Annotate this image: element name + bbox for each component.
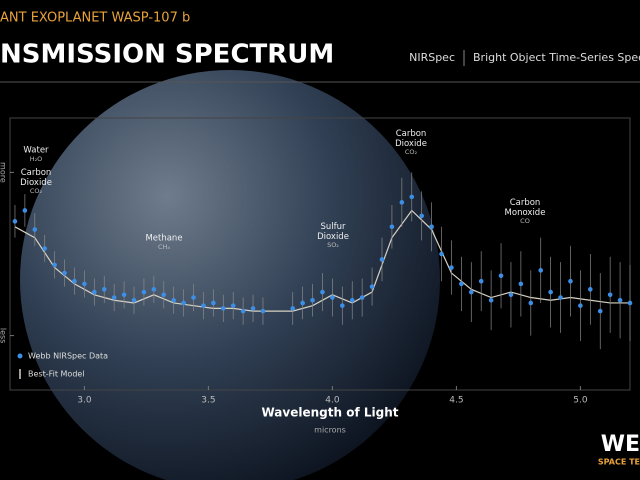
annotation: Sulfur Dioxide [317, 222, 349, 242]
data-point [52, 262, 57, 268]
y-tick-label: more [0, 162, 8, 183]
instrument: NIRSpec [409, 51, 455, 64]
data-point [181, 300, 186, 306]
data-point [607, 292, 613, 298]
annotation: Carbon Dioxide [395, 129, 427, 149]
data-point [62, 270, 67, 276]
logo-sub: SPACE TE [598, 458, 640, 467]
legend-swatch [17, 353, 23, 359]
data-point [538, 268, 544, 273]
logo: WE [601, 432, 640, 457]
data-point [578, 303, 583, 308]
data-point [389, 224, 395, 230]
data-point [617, 297, 623, 303]
annotation-formula: SO₂ [327, 241, 339, 249]
title: ANT EXOPLANET WASP-107 b [0, 11, 190, 26]
data-point [340, 303, 345, 308]
x-axis-unit: microns [314, 426, 346, 435]
data-point [320, 289, 325, 295]
data-point [330, 295, 335, 300]
data-point [369, 284, 375, 289]
data-point [161, 292, 167, 298]
data-point [548, 289, 553, 295]
x-tick-label: 5.0 [573, 396, 588, 406]
data-point [151, 287, 157, 292]
data-point [32, 227, 38, 232]
annotation-formula: CO₂ [30, 187, 43, 195]
data-point [230, 303, 236, 308]
data-point [131, 297, 137, 303]
y-tick-label: less [0, 328, 8, 343]
x-tick-label: 3.0 [77, 396, 92, 406]
x-tick-label: 4.5 [449, 396, 463, 406]
data-point [22, 208, 28, 213]
data-point [310, 297, 315, 303]
legend-label: Best-Fit Model [28, 370, 85, 379]
data-point [498, 273, 504, 279]
planet [20, 70, 440, 480]
data-point [419, 213, 424, 219]
data-point [359, 295, 365, 300]
data-point [92, 289, 97, 295]
annotation: Water [23, 146, 49, 156]
plot-frame [9, 117, 631, 391]
data-point [449, 265, 454, 270]
data-point [72, 278, 77, 284]
annotation-formula: CO₂ [405, 148, 418, 156]
data-point [141, 289, 147, 295]
data-point [250, 306, 256, 311]
data-point [349, 297, 355, 303]
data-point [211, 300, 216, 306]
annotation-formula: H₂O [30, 155, 43, 163]
mode: Bright Object Time-Series Spectr [473, 51, 640, 64]
data-point [468, 289, 474, 295]
data-point [82, 281, 87, 287]
data-point [429, 224, 434, 230]
annotation: Carbon Dioxide [20, 168, 52, 188]
data-point [260, 308, 266, 314]
data-point [518, 281, 524, 287]
data-point [528, 300, 534, 306]
data-point [201, 303, 206, 308]
data-point [488, 297, 494, 303]
data-point [409, 194, 415, 200]
data-point [12, 219, 18, 224]
data-point [171, 297, 176, 303]
data-point [588, 287, 593, 292]
x-tick-label: 3.5 [201, 396, 215, 406]
data-point [459, 281, 464, 287]
subtitle: NSMISSION SPECTRUM [0, 40, 334, 70]
data-point [627, 300, 633, 306]
data-point [191, 295, 196, 300]
data-point [568, 278, 573, 284]
data-point [101, 287, 107, 292]
data-point [121, 292, 127, 298]
annotation: Methane [145, 234, 182, 244]
data-point [478, 278, 484, 284]
data-point [508, 292, 514, 298]
data-point [220, 306, 226, 311]
data-point [558, 295, 563, 300]
data-point [379, 257, 385, 262]
data-point [42, 246, 48, 251]
data-point [240, 308, 246, 314]
annotation-formula: CO [520, 217, 530, 225]
data-point [399, 200, 405, 205]
data-point [111, 295, 117, 300]
data-point [300, 300, 305, 306]
legend-label: Webb NIRSpec Data [28, 352, 108, 361]
data-point [597, 308, 603, 314]
annotation-formula: CH₄ [158, 243, 170, 251]
x-tick-label: 4.0 [325, 396, 340, 406]
x-axis-label: Wavelength of Light [262, 406, 399, 420]
data-point [290, 306, 296, 311]
annotation: Carbon Monoxide [505, 198, 546, 218]
data-point [439, 251, 444, 257]
